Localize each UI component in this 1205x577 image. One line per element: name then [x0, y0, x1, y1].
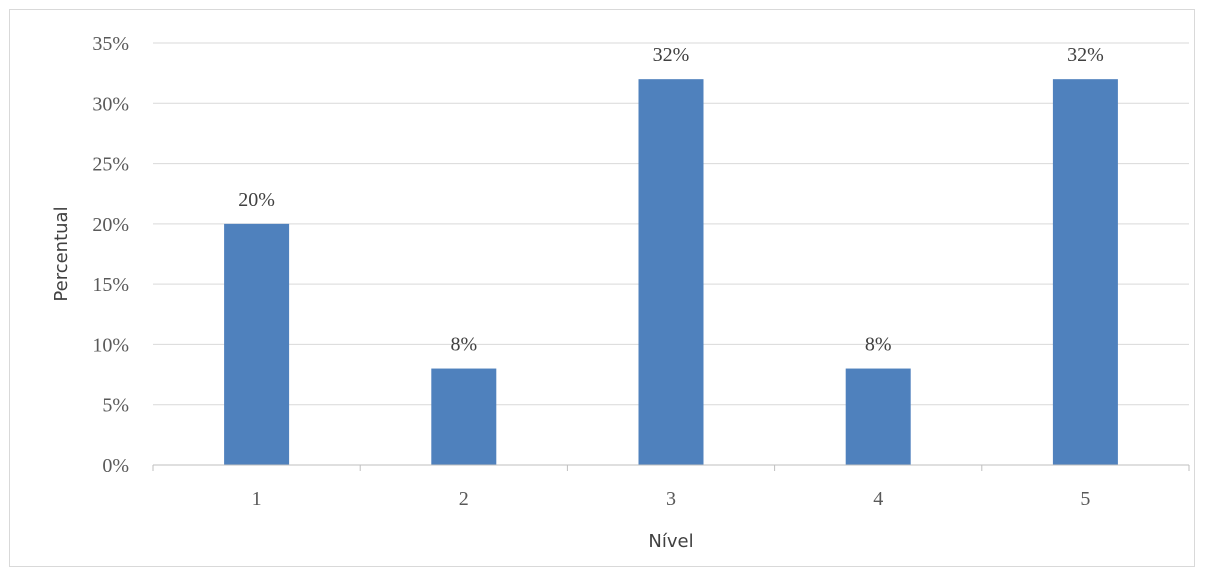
y-tick-label: 5% — [102, 395, 129, 417]
y-tick-label: 10% — [92, 334, 129, 356]
bar — [224, 223, 290, 465]
x-tick-label: 5 — [1080, 488, 1090, 510]
y-tick-label: 20% — [92, 214, 129, 236]
data-labels: 20% 8% 32% 8% 32% — [238, 44, 1103, 355]
x-axis-title: Nível — [648, 531, 693, 552]
bar — [1052, 79, 1118, 466]
bar — [431, 368, 497, 465]
data-label: 8% — [865, 334, 892, 356]
y-tick-label: 30% — [92, 93, 129, 115]
data-label: 32% — [653, 44, 690, 66]
bars — [224, 79, 1118, 466]
y-tick-label: 15% — [92, 274, 129, 296]
bar — [638, 79, 704, 466]
y-tick-label: 35% — [92, 33, 129, 55]
x-tick-label: 3 — [666, 488, 676, 510]
y-axis-ticks: 0% 5% 10% 15% 20% 25% 30% 35% — [92, 33, 129, 477]
data-label: 8% — [450, 334, 477, 356]
x-axis-ticks: 1 2 3 4 5 — [152, 465, 1190, 510]
y-tick-label: 25% — [92, 154, 129, 176]
bar — [845, 368, 911, 465]
y-tick-label: 0% — [102, 455, 129, 477]
x-tick-label: 4 — [873, 488, 883, 510]
y-axis-title: Percentual — [51, 206, 72, 301]
x-tick-label: 2 — [459, 488, 469, 510]
x-tick-label: 1 — [252, 488, 262, 510]
chart-frame — [9, 9, 1195, 567]
data-label: 32% — [1067, 44, 1104, 66]
data-label: 20% — [238, 189, 275, 211]
